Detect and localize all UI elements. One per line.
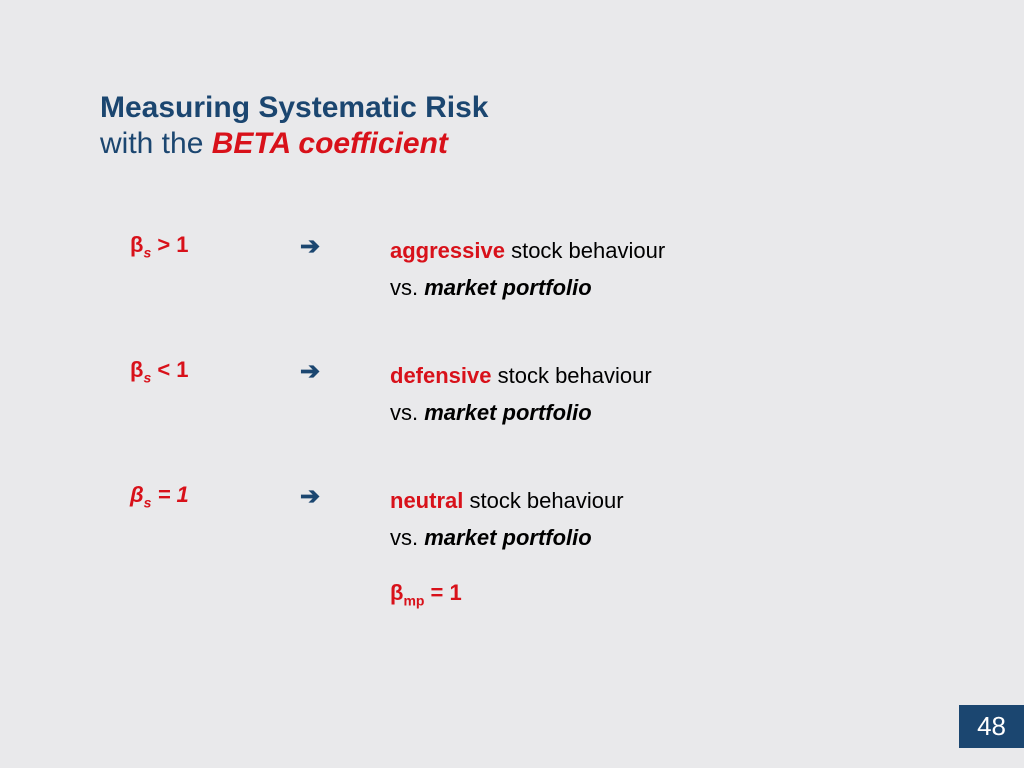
vs-prefix: vs. (390, 400, 424, 425)
title-line-2: with the BETA coefficient (100, 126, 924, 162)
beta-condition: βs = 1 (130, 482, 300, 510)
title-suffix: coefficient (290, 127, 448, 160)
arrow-icon: ➔ (300, 232, 390, 261)
beta-symbol: β (130, 357, 143, 382)
behaviour-text: stock behaviour (492, 363, 652, 388)
slide-container: Measuring Systematic Risk with the BETA … (0, 0, 1024, 614)
title-line-1: Measuring Systematic Risk (100, 90, 924, 126)
beta-symbol: β (130, 232, 143, 257)
behaviour-text: stock behaviour (505, 238, 665, 263)
beta-description: aggressive stock behaviour vs. market po… (390, 232, 924, 307)
beta-mp-equation: βmp = 1 (390, 574, 462, 613)
beta-condition: βs > 1 (130, 232, 300, 260)
beta-relation: < 1 (151, 357, 188, 382)
beta-relation: > 1 (151, 232, 188, 257)
content-area: βs > 1 ➔ aggressive stock behaviour vs. … (100, 232, 924, 614)
beta-symbol: β (130, 482, 144, 507)
market-portfolio: market portfolio (424, 525, 591, 550)
beta-condition: βs < 1 (130, 357, 300, 385)
behaviour-keyword: defensive (390, 363, 492, 388)
beta-row: βs = 1 ➔ neutral stock behaviour vs. mar… (130, 482, 924, 614)
vs-prefix: vs. (390, 525, 424, 550)
behaviour-keyword: aggressive (390, 238, 505, 263)
beta-mp-subscript: mp (403, 593, 424, 609)
beta-description: neutral stock behaviour vs. market portf… (390, 482, 924, 614)
behaviour-text: stock behaviour (463, 488, 623, 513)
vs-prefix: vs. (390, 275, 424, 300)
arrow-icon: ➔ (300, 357, 390, 386)
title-block: Measuring Systematic Risk with the BETA … (100, 90, 924, 162)
title-prefix: with the (100, 127, 212, 160)
beta-description: defensive stock behaviour vs. market por… (390, 357, 924, 432)
beta-row: βs < 1 ➔ defensive stock behaviour vs. m… (130, 357, 924, 432)
beta-row: βs > 1 ➔ aggressive stock behaviour vs. … (130, 232, 924, 307)
beta-relation: = 1 (151, 482, 188, 507)
beta-mp-symbol: β (390, 580, 403, 605)
page-number: 48 (959, 705, 1024, 748)
market-portfolio: market portfolio (424, 400, 591, 425)
beta-mp-rest: = 1 (424, 580, 461, 605)
market-portfolio: market portfolio (424, 275, 591, 300)
behaviour-keyword: neutral (390, 488, 463, 513)
title-emphasis: BETA (212, 127, 290, 160)
arrow-icon: ➔ (300, 482, 390, 511)
